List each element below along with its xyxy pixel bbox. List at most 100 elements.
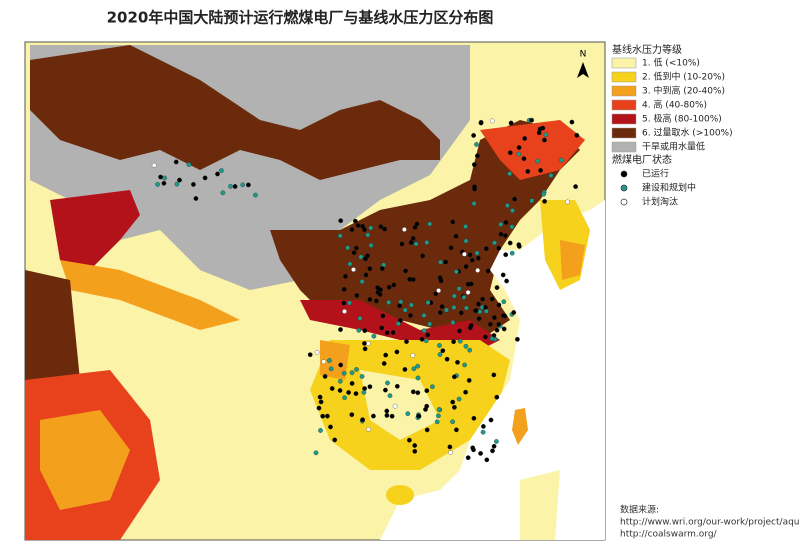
- plant-dot: [484, 457, 490, 463]
- plant-dot: [378, 224, 384, 229]
- legend-swatch: [611, 99, 637, 111]
- plant-dot: [425, 332, 431, 338]
- plant-dot: [488, 417, 494, 423]
- source: http://www.wri.org/our-work/project/aque…: [620, 518, 800, 540]
- plant-dot: [341, 286, 347, 292]
- plant-dot: [478, 120, 484, 126]
- legend-swatch: [611, 141, 637, 153]
- legend: 1. 低 (<10%) 2. 低到中 (10-20%) 3. 中到高 (20-40%…: [611, 57, 733, 153]
- plant-dot: [507, 150, 513, 156]
- plant-dot: [489, 118, 495, 124]
- plant-dot: [232, 184, 238, 189]
- plant-dot: [353, 391, 359, 396]
- plant-dot: [371, 333, 377, 339]
- plant-dot: [516, 242, 522, 248]
- plant-dot: [478, 451, 483, 456]
- plant-dot: [379, 325, 385, 331]
- plant-dot: [471, 415, 477, 421]
- plant-dot: [494, 394, 500, 400]
- plant-dot: [151, 162, 157, 168]
- sea: [380, 200, 605, 540]
- plant-dots: [151, 117, 580, 463]
- plant-dot: [494, 439, 499, 444]
- plant-dot: [521, 156, 527, 162]
- plant-dot: [516, 145, 522, 150]
- plant-dot: [191, 182, 196, 187]
- plant-dot: [316, 405, 322, 411]
- plant-dot: [436, 413, 441, 419]
- plant-dot: [332, 437, 338, 443]
- legend-swatch: [611, 71, 637, 83]
- plant-dot: [437, 275, 443, 281]
- plant-dot: [461, 294, 467, 300]
- plant-dot: [452, 404, 457, 410]
- plant-dot: [424, 240, 430, 245]
- plant-dot: [158, 174, 163, 180]
- plant-dot: [491, 372, 497, 378]
- plant-dot: [430, 384, 435, 390]
- plant-dot: [507, 171, 513, 177]
- status-label: 建设和规划中: [642, 182, 696, 194]
- overdraw-region: [25, 270, 80, 390]
- plant-dot: [362, 328, 368, 333]
- medium-region: [320, 340, 350, 380]
- plant-dot: [415, 390, 421, 396]
- plant-dot: [363, 272, 369, 278]
- plant-dot: [173, 159, 179, 165]
- plant-dot: [501, 299, 507, 305]
- plant-dot: [559, 157, 564, 163]
- plant-dot: [437, 310, 443, 315]
- plant-dot: [405, 411, 411, 417]
- plant-dot: [488, 321, 493, 327]
- plant-dot: [450, 320, 456, 325]
- plant-dot: [480, 296, 485, 302]
- plant-dot: [391, 282, 397, 288]
- plant-dot: [354, 245, 359, 251]
- status-marker: [620, 184, 628, 192]
- plant-dot: [512, 196, 517, 202]
- legend-swatch: [611, 113, 637, 125]
- plant-dot: [540, 125, 546, 131]
- plant-dot: [420, 253, 426, 259]
- plant-dot: [465, 290, 471, 295]
- plant-dot: [496, 322, 502, 327]
- plant-dot: [409, 302, 414, 308]
- plant-dot: [450, 399, 456, 405]
- plant-dot: [240, 182, 246, 188]
- plant-dot: [325, 413, 330, 419]
- plant-dot: [253, 192, 258, 198]
- plant-dot: [489, 296, 495, 302]
- legend-label: 6. 过量取水 (>100%): [642, 127, 733, 139]
- plant-dot: [404, 339, 409, 344]
- plant-dot: [463, 264, 469, 269]
- legend-label: 3. 中到高 (20-40%): [642, 85, 725, 97]
- plant-dot: [416, 413, 421, 419]
- plant-dot: [427, 321, 433, 327]
- plant-dot: [246, 182, 251, 188]
- plant-dot: [386, 284, 392, 290]
- plant-dot: [380, 313, 386, 319]
- plant-dot: [220, 190, 226, 196]
- plant-dot: [365, 341, 371, 346]
- very-high-region: [50, 190, 140, 270]
- plant-dot: [543, 132, 549, 138]
- plant-dot: [338, 327, 343, 332]
- plant-dot: [490, 448, 495, 454]
- plant-dot: [525, 169, 531, 174]
- plant-dot: [161, 180, 167, 186]
- plant-dot: [367, 266, 373, 272]
- plant-dot: [467, 252, 473, 258]
- plant-dot: [327, 358, 332, 363]
- plant-dot: [162, 175, 167, 181]
- plant-dot: [368, 243, 374, 248]
- plant-dot: [385, 380, 390, 386]
- plant-dot: [358, 254, 364, 260]
- plant-dot: [317, 394, 323, 400]
- plant-dot: [415, 375, 421, 381]
- plant-dot: [421, 328, 427, 334]
- plant-dot: [374, 298, 379, 304]
- plant-dot: [542, 137, 547, 143]
- plant-dot: [507, 240, 513, 246]
- plant-dot: [476, 301, 481, 307]
- plant-dot: [396, 321, 401, 327]
